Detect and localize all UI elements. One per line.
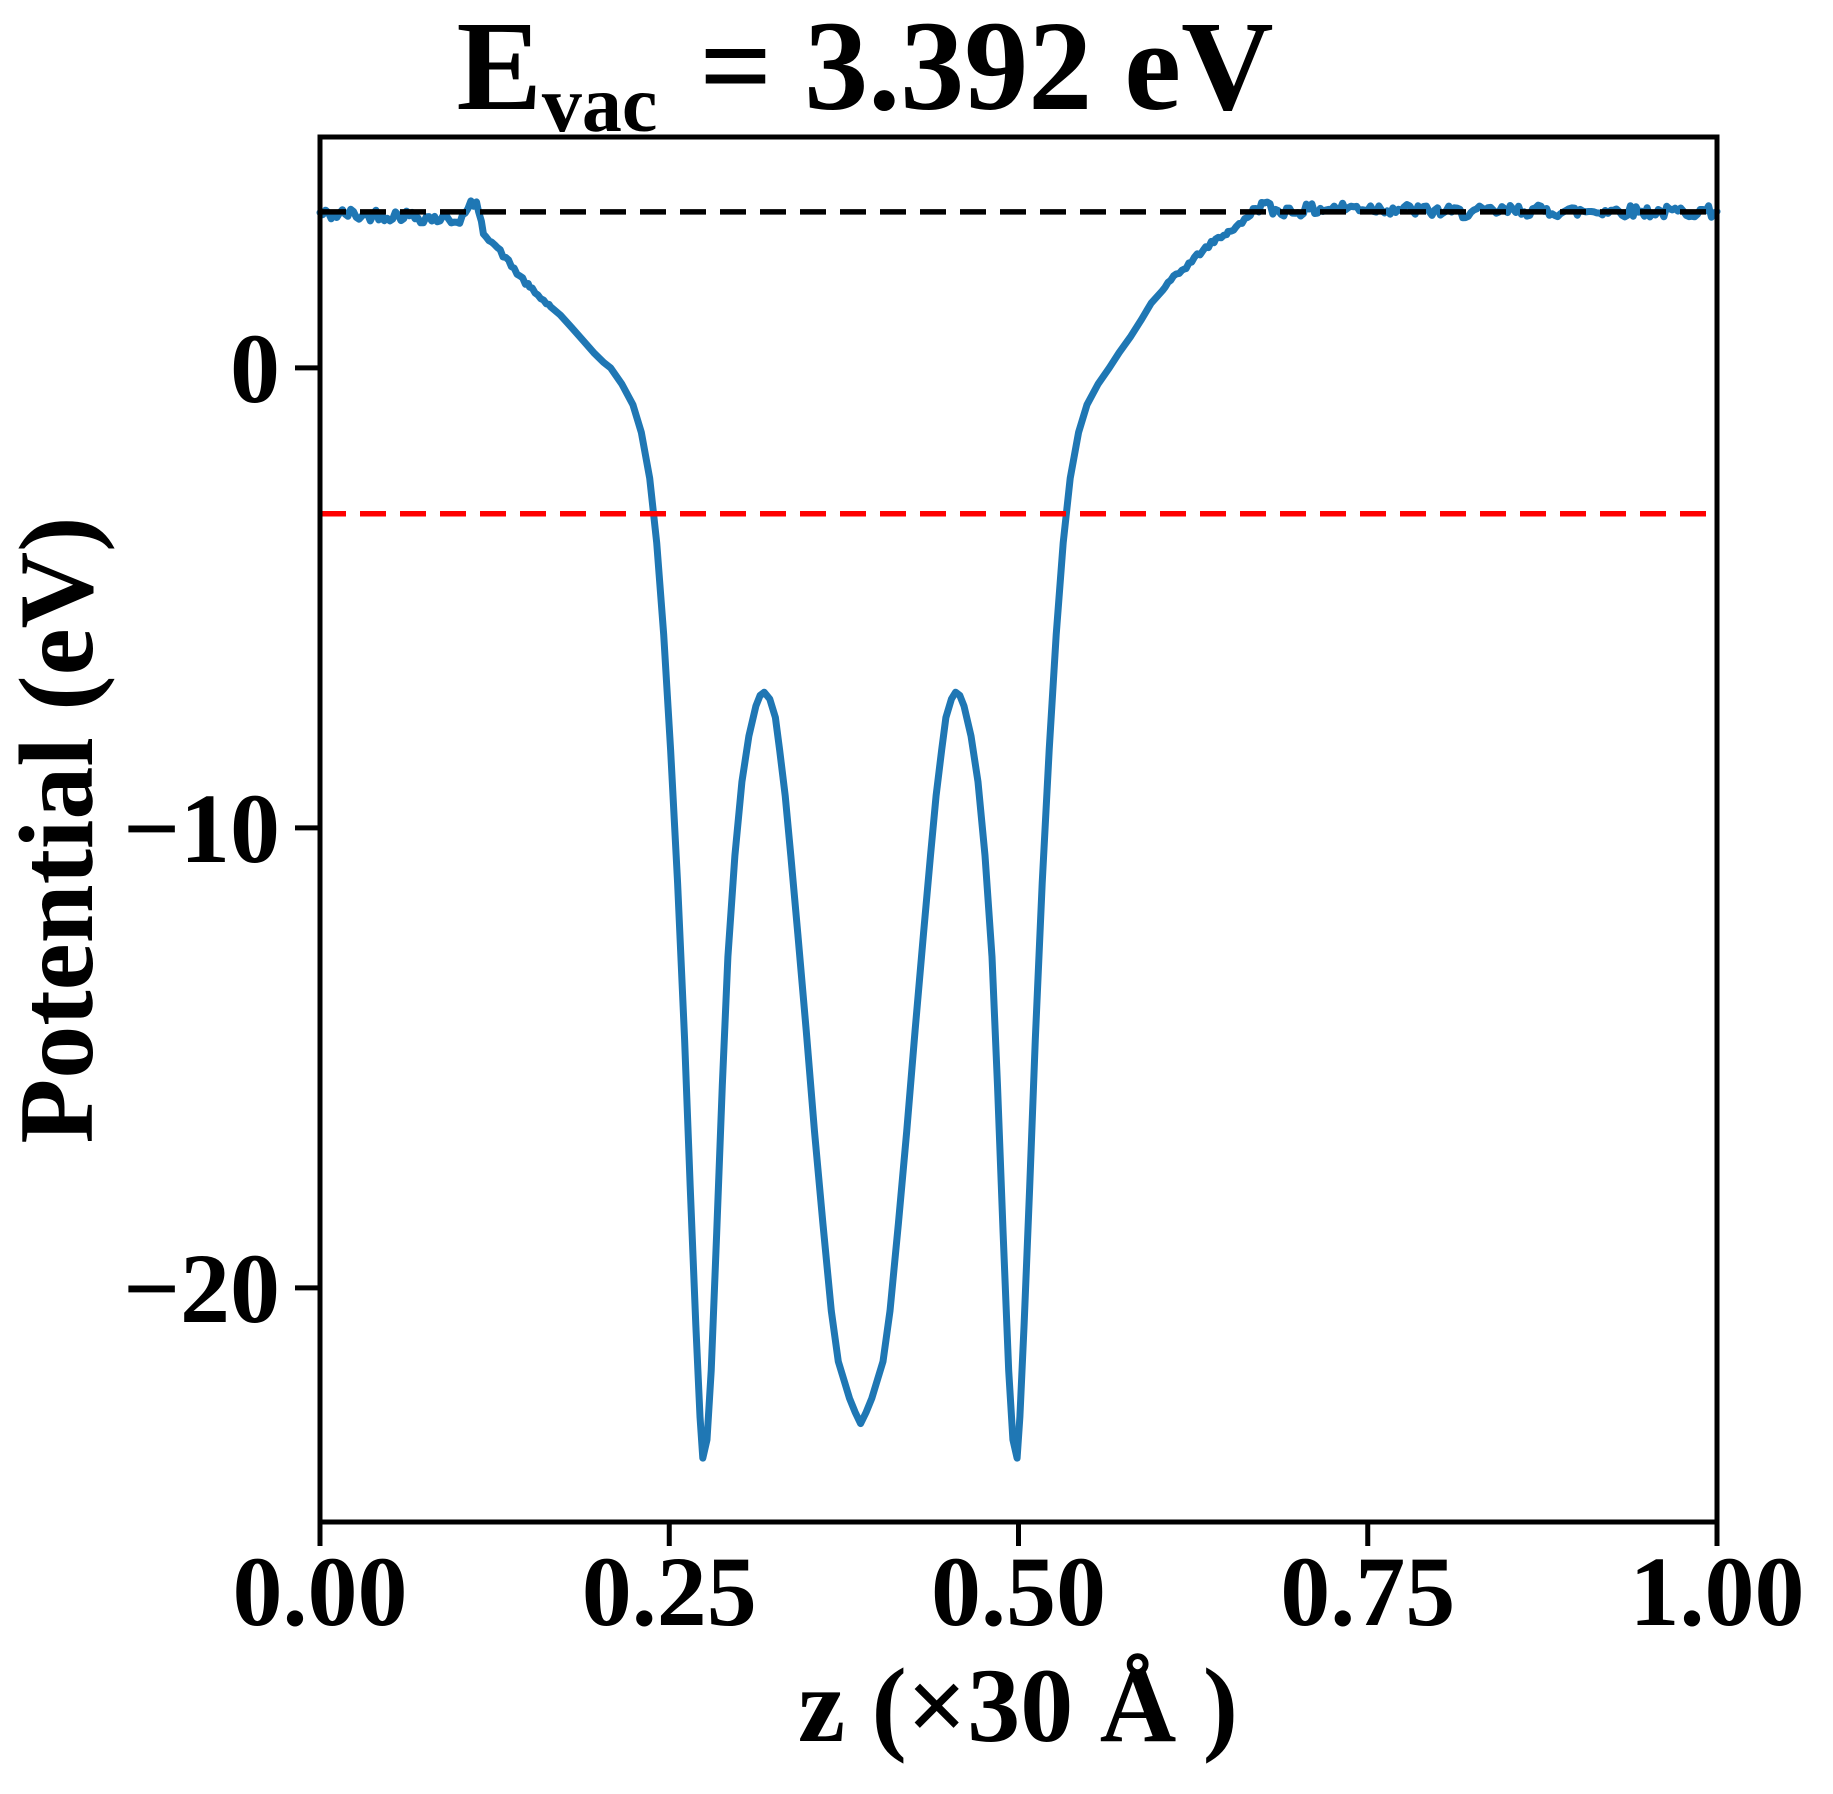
x-tick-label: 0.25 [582,1536,757,1647]
plot-title: Evac = 3.392 eV [456,2,1273,145]
axes-frame [317,134,1720,1525]
curve-layer [316,197,1721,1462]
y-tick-label: −10 [123,773,280,884]
x-axis-label: z (×30 Å ) [797,1647,1239,1764]
tick-labels: 0.00 0.25 0.50 0.75 1.00 0 −10 −20 [123,313,1804,1647]
y-tick-label: 0 [230,313,280,424]
tick-marks [295,365,1720,1546]
y-axis-label: Potential (eV) [0,516,115,1144]
title-base: E [456,0,542,137]
title-subscript: vac [541,61,658,150]
title-suffix: = 3.392 eV [667,0,1274,137]
x-tick-label: 0.75 [1280,1536,1455,1647]
y-tick-label: −20 [123,1233,280,1344]
x-tick-label: 0.50 [931,1536,1106,1647]
x-tick-label: 1.00 [1630,1536,1805,1647]
planar-averaged-potential [316,197,1721,1462]
reference-lines [320,209,1717,517]
x-tick-label: 0.00 [233,1536,408,1647]
